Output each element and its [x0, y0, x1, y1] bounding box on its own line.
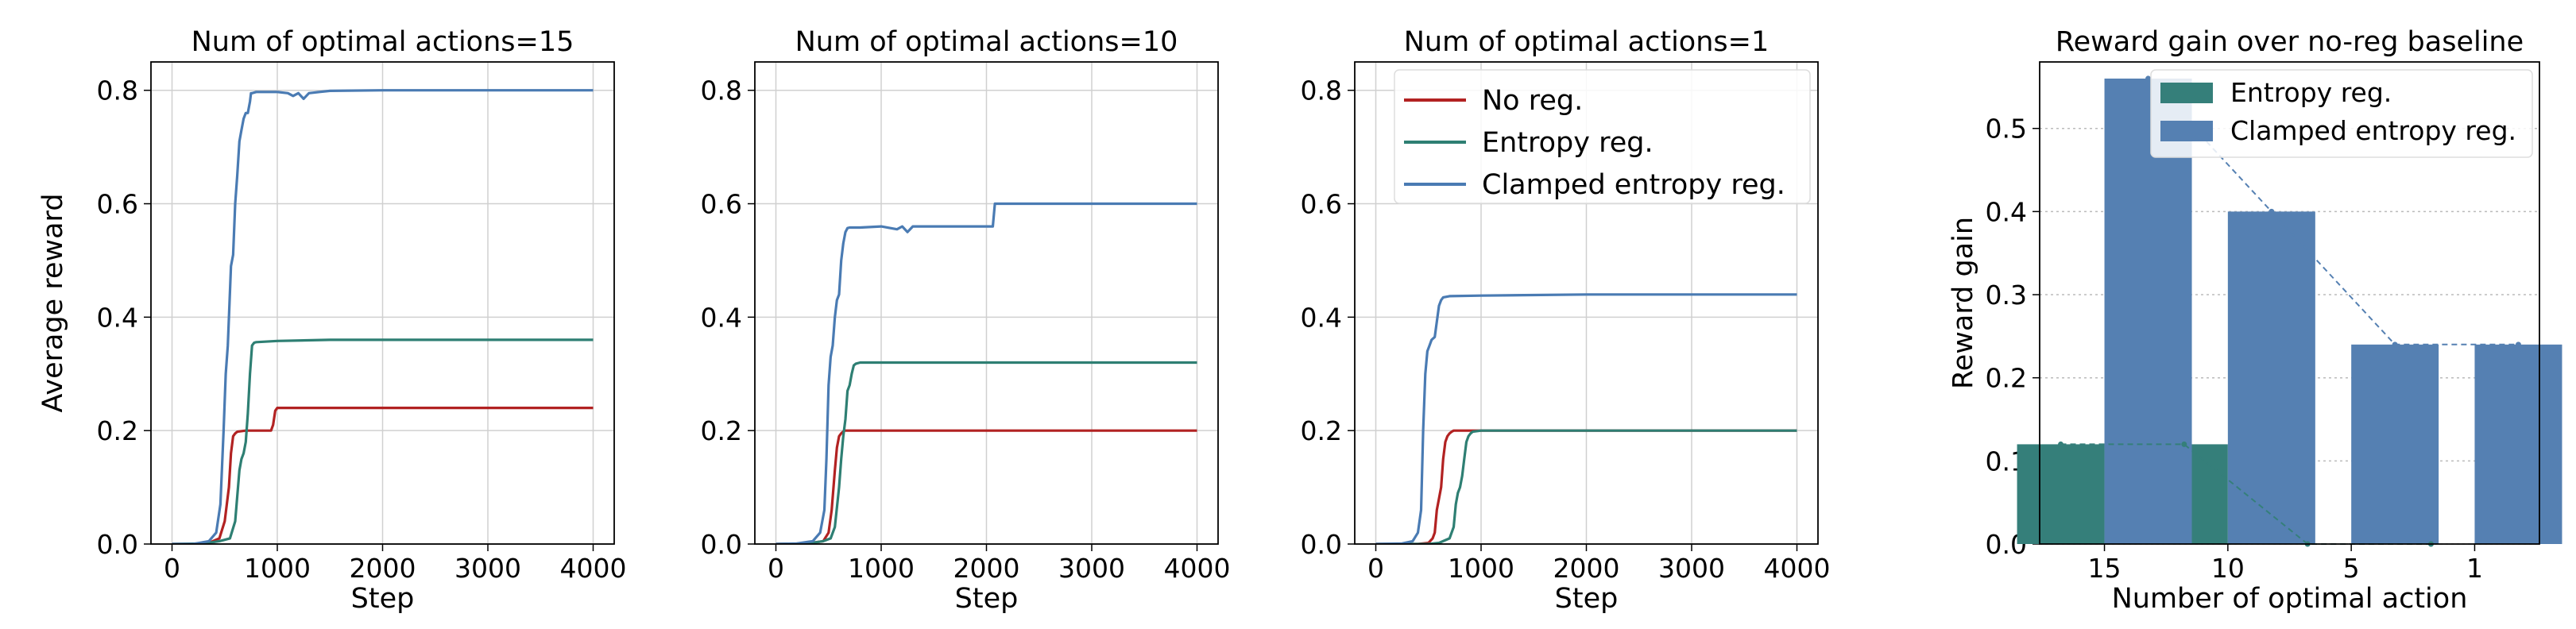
series-line-entropy — [776, 361, 1197, 544]
panel-4: Reward gain over no-reg baseline0.00.10.… — [1947, 26, 2562, 615]
x-tick-label: 10 — [2211, 553, 2245, 584]
bar-bar_clamped-10 — [2227, 211, 2315, 544]
legend-swatch-bar_entropy — [2160, 83, 2213, 103]
x-tick-label: 15 — [2088, 553, 2122, 584]
y-tick-label: 0.2 — [1986, 363, 2027, 394]
y-tick-label: 0.6 — [97, 189, 138, 220]
y-tick-label: 0.6 — [701, 189, 742, 220]
y-tick-label: 0.0 — [1301, 529, 1342, 560]
panel-1: Num of optimal actions=15 0 1000 2000 3000 40… — [37, 26, 626, 615]
legend-label: Entropy reg. — [1482, 127, 1654, 159]
x-tick-label: 4000 — [1764, 553, 1831, 584]
x-tick-label: 1000 — [1448, 553, 1514, 584]
x-tick-label: 2000 — [1553, 553, 1620, 584]
legend-box — [2150, 69, 2533, 158]
series-line-clamped — [776, 202, 1197, 544]
x-tick-label: 1000 — [244, 553, 311, 584]
point-bar_clamped — [2145, 75, 2152, 82]
y-tick-label: 0.0 — [97, 529, 138, 560]
x-axis-label: Step — [351, 583, 415, 615]
panel-title: Reward gain over no-reg baseline — [2056, 26, 2524, 58]
bar-bar_clamped-5 — [2351, 344, 2439, 544]
x-axis-label: Step — [1555, 583, 1619, 615]
y-tick-label: 0.4 — [701, 302, 742, 333]
y-tick-label: 0.8 — [97, 75, 138, 106]
x-tick-label: 5 — [2343, 553, 2360, 584]
bar-bar_entropy-15 — [2017, 444, 2105, 544]
legend: Entropy reg. Clamped entropy reg. — [2150, 69, 2533, 158]
point-bar_entropy — [2058, 441, 2064, 447]
panel-3: Num of optimal actions=1 0 1000 2000 3000 400… — [1301, 26, 1831, 615]
y-tick-label: 0.4 — [1986, 196, 2027, 227]
plot-frame — [2039, 61, 2540, 545]
series-line-clamped — [172, 89, 594, 544]
legend: No reg. Entropy reg. Clamped entropy reg. — [1394, 69, 1811, 204]
point-bar_clamped — [2269, 208, 2275, 214]
y-tick-label: 0.8 — [701, 75, 742, 106]
series-line-entropy — [1375, 429, 1797, 544]
series-line-entropy — [172, 338, 594, 544]
x-tick-label: 0 — [1367, 553, 1384, 584]
y-tick-label: 0.2 — [97, 415, 138, 446]
plot-frame — [1354, 61, 1819, 545]
series-line-clamped — [1375, 293, 1797, 544]
x-tick-label: 3000 — [454, 553, 521, 584]
x-axis-label: Number of optimal action — [2112, 583, 2468, 615]
x-tick-label: 4000 — [560, 553, 627, 584]
panel-title: Num of optimal actions=15 — [191, 26, 574, 58]
plot-frame — [150, 61, 615, 545]
x-tick-label: 2000 — [350, 553, 416, 584]
legend-swatch-bar_clamped — [2160, 121, 2213, 141]
x-tick-label: 2000 — [953, 553, 1020, 584]
panel-title: Num of optimal actions=1 — [1404, 26, 1769, 58]
x-tick-label: 0 — [768, 553, 784, 584]
legend-label: Entropy reg. — [2230, 77, 2392, 108]
legend-box — [1394, 69, 1811, 204]
y-tick-label: 0.2 — [701, 415, 742, 446]
x-axis-label: Step — [955, 583, 1019, 615]
x-tick-label: 1 — [2466, 553, 2483, 584]
x-tick-label: 1000 — [848, 553, 915, 584]
y-tick-label: 0.4 — [97, 302, 138, 333]
series-line-no_reg — [172, 406, 594, 544]
legend-label: No reg. — [1482, 85, 1583, 117]
y-axis-label: Reward gain — [1947, 217, 1979, 389]
x-tick-label: 3000 — [1058, 553, 1125, 584]
point-bar_entropy — [2181, 441, 2187, 447]
y-tick-label: 0.8 — [1301, 75, 1342, 106]
y-axis-label: Average reward — [37, 193, 69, 412]
y-tick-label: 0.2 — [1301, 415, 1342, 446]
panel-2: Num of optimal actions=10 0 1000 2000 3000 40… — [701, 26, 1231, 615]
bar-bar_clamped-1 — [2474, 344, 2562, 544]
x-tick-label: 4000 — [1164, 553, 1231, 584]
y-tick-label: 0.4 — [1301, 302, 1342, 333]
point-bar_clamped — [2515, 342, 2521, 348]
y-tick-label: 0.6 — [1301, 189, 1342, 220]
legend-label: Clamped entropy reg. — [1482, 169, 1785, 201]
y-tick-label: 0.5 — [1986, 114, 2027, 145]
x-tick-label: 0 — [164, 553, 180, 584]
series-line-no_reg — [1375, 429, 1797, 544]
point-bar_clamped — [2392, 342, 2398, 348]
x-tick-label: 3000 — [1658, 553, 1725, 584]
plot-frame — [754, 61, 1219, 545]
panel-title: Num of optimal actions=10 — [795, 26, 1178, 58]
y-tick-label: 0.3 — [1986, 280, 2027, 311]
legend-label: Clamped entropy reg. — [2230, 115, 2516, 146]
y-tick-label: 0.0 — [701, 529, 742, 560]
